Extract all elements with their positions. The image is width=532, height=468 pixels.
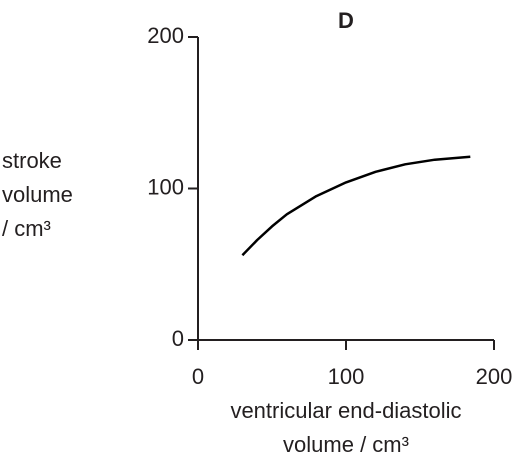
chart-title: D <box>338 8 354 33</box>
y-tick-label: 100 <box>147 174 184 199</box>
x-axis-label: ventricular end-diastolic <box>230 398 461 423</box>
axes <box>197 37 494 341</box>
y-axis-label: stroke <box>2 148 62 173</box>
y-tick-label: 0 <box>172 326 184 351</box>
x-tick-label: 200 <box>476 364 513 389</box>
y-axis-label: / cm³ <box>2 216 51 241</box>
x-tick-label: 100 <box>328 364 365 389</box>
y-axis-label: volume <box>2 182 73 207</box>
x-axis-label: volume / cm³ <box>283 432 409 457</box>
x-tick-label: 0 <box>192 364 204 389</box>
y-tick-label: 200 <box>147 23 184 48</box>
data-line <box>241 155 471 257</box>
